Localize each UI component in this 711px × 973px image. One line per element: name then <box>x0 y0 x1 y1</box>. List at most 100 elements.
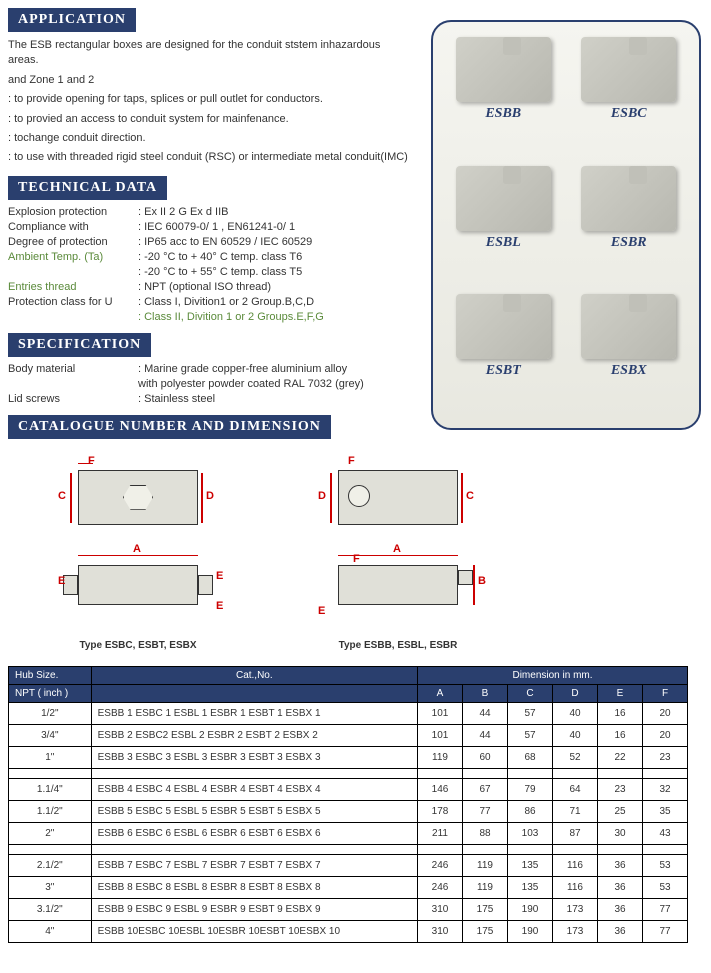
cell-dim: 173 <box>553 920 598 942</box>
cell-dim: 16 <box>598 724 643 746</box>
app-b4: : to use with threaded rigid steel condu… <box>8 150 408 165</box>
cell-dim: 246 <box>418 854 463 876</box>
cell-size: 3.1/2" <box>9 898 92 920</box>
table-row: 3/4"ESBB 2 ESBC2 ESBL 2 ESBR 2 ESBT 2 ES… <box>9 724 688 746</box>
th-cat: Cat.,No. <box>91 666 417 684</box>
cell-size: 1.1/4" <box>9 778 92 800</box>
table-row: 2.1/2"ESBB 7 ESBC 7 ESBL 7 ESBR 7 ESBT 7… <box>9 854 688 876</box>
table-row: 4"ESBB 10ESBC 10ESBL 10ESBR 10ESBT 10ESB… <box>9 920 688 942</box>
cell-dim: 40 <box>553 702 598 724</box>
tech-value: : -20 °C to + 55° C temp. class T5 <box>138 266 408 278</box>
cell-dim: 116 <box>553 876 598 898</box>
cell-dim: 43 <box>643 822 688 844</box>
cell-dim: 101 <box>418 724 463 746</box>
th-dim: Dimension in mm. <box>418 666 688 684</box>
technical-content: Explosion protection: Ex II 2 G Ex d IIB… <box>8 206 408 323</box>
cell-dim: 103 <box>508 822 553 844</box>
technical-header: TECHNICAL DATA <box>8 176 167 200</box>
product-image <box>581 294 676 359</box>
cell-dim: 178 <box>418 800 463 822</box>
cell-dim: 36 <box>598 876 643 898</box>
application-content: The ESB rectangular boxes are designed f… <box>8 38 408 166</box>
dimension-drawings: F C D A E E E Type ESBC, ESBT, ESBX F D … <box>28 455 703 651</box>
cell-dim: 53 <box>643 854 688 876</box>
cell-dim: 135 <box>508 854 553 876</box>
product-label: ESBB <box>443 106 564 122</box>
tech-value: : Ex II 2 G Ex d IIB <box>138 206 408 218</box>
cell-dim: 246 <box>418 876 463 898</box>
cell-dim: 44 <box>463 702 508 724</box>
th-f: F <box>643 684 688 702</box>
cell-dim: 86 <box>508 800 553 822</box>
tech-label <box>8 311 138 323</box>
cell-dim: 60 <box>463 746 508 768</box>
product-image <box>456 37 551 102</box>
th-hub: Hub Size. <box>9 666 92 684</box>
table-row: 1.1/2"ESBB 5 ESBC 5 ESBL 5 ESBR 5 ESBT 5… <box>9 800 688 822</box>
cell-dim: 32 <box>643 778 688 800</box>
cell-dim: 25 <box>598 800 643 822</box>
cell-dim: 310 <box>418 920 463 942</box>
cell-dim: 40 <box>553 724 598 746</box>
cell-dim: 77 <box>643 898 688 920</box>
cell-dim: 36 <box>598 854 643 876</box>
cell-dim: 35 <box>643 800 688 822</box>
specification-header: SPECIFICATION <box>8 333 151 357</box>
product-label: ESBX <box>569 363 690 379</box>
tech-value: : NPT (optional ISO thread) <box>138 281 408 293</box>
cell-dim: 119 <box>463 854 508 876</box>
dim-caption-left: Type ESBC, ESBT, ESBX <box>28 640 248 651</box>
app-b3: : tochange conduit direction. <box>8 131 408 146</box>
cell-dim: 146 <box>418 778 463 800</box>
cell-dim: 190 <box>508 898 553 920</box>
cell-dim: 30 <box>598 822 643 844</box>
cell-dim: 77 <box>463 800 508 822</box>
catalogue-table: Hub Size. Cat.,No. Dimension in mm. NPT … <box>8 666 688 943</box>
product-item: ESBT <box>443 294 564 413</box>
spec-value: with polyester powder coated RAL 7032 (g… <box>138 378 408 390</box>
tech-value: : Class II, Divition 1 or 2 Groups.E,F,G <box>138 311 408 323</box>
cell-cat: ESBB 3 ESBC 3 ESBL 3 ESBR 3 ESBT 3 ESBX … <box>91 746 417 768</box>
th-npt: NPT ( inch ) <box>9 684 92 702</box>
cell-dim: 175 <box>463 920 508 942</box>
product-item: ESBC <box>569 37 690 156</box>
table-row: 1/2"ESBB 1 ESBC 1 ESBL 1 ESBR 1 ESBT 1 E… <box>9 702 688 724</box>
cell-dim: 101 <box>418 702 463 724</box>
cell-dim: 77 <box>643 920 688 942</box>
dim-drawing-left: F C D A E E E <box>28 455 248 635</box>
cell-dim: 173 <box>553 898 598 920</box>
cell-cat: ESBB 8 ESBC 8 ESBL 8 ESBR 8 ESBT 8 ESBX … <box>91 876 417 898</box>
cell-dim: 135 <box>508 876 553 898</box>
application-header: APPLICATION <box>8 8 136 32</box>
tech-label: Degree of protection <box>8 236 138 248</box>
app-intro: The ESB rectangular boxes are designed f… <box>8 38 408 69</box>
product-image <box>581 37 676 102</box>
spec-label: Body material <box>8 363 138 375</box>
table-row: 1.1/4"ESBB 4 ESBC 4 ESBL 4 ESBR 4 ESBT 4… <box>9 778 688 800</box>
product-label: ESBR <box>569 235 690 251</box>
cell-dim: 16 <box>598 702 643 724</box>
app-line2: and Zone 1 and 2 <box>8 73 408 88</box>
cell-cat: ESBB 10ESBC 10ESBL 10ESBR 10ESBT 10ESBX … <box>91 920 417 942</box>
cell-dim: 36 <box>598 920 643 942</box>
th-c: C <box>508 684 553 702</box>
cell-size: 1/2" <box>9 702 92 724</box>
cell-size: 4" <box>9 920 92 942</box>
cell-size: 1" <box>9 746 92 768</box>
product-label: ESBT <box>443 363 564 379</box>
cell-cat: ESBB 7 ESBC 7 ESBL 7 ESBR 7 ESBT 7 ESBX … <box>91 854 417 876</box>
cell-cat: ESBB 5 ESBC 5 ESBL 5 ESBR 5 ESBT 5 ESBX … <box>91 800 417 822</box>
cell-dim: 64 <box>553 778 598 800</box>
tech-value: : IP65 acc to EN 60529 / IEC 60529 <box>138 236 408 248</box>
cell-dim: 53 <box>643 876 688 898</box>
product-panel: ESBBESBCESBLESBRESBTESBX <box>431 20 701 430</box>
product-item: ESBR <box>569 166 690 285</box>
tech-label: Compliance with <box>8 221 138 233</box>
cell-dim: 211 <box>418 822 463 844</box>
cell-dim: 87 <box>553 822 598 844</box>
cell-cat: ESBB 1 ESBC 1 ESBL 1 ESBR 1 ESBT 1 ESBX … <box>91 702 417 724</box>
cell-dim: 116 <box>553 854 598 876</box>
cell-dim: 88 <box>463 822 508 844</box>
specification-content: Body material: Marine grade copper-free … <box>8 363 408 405</box>
cell-size: 2" <box>9 822 92 844</box>
